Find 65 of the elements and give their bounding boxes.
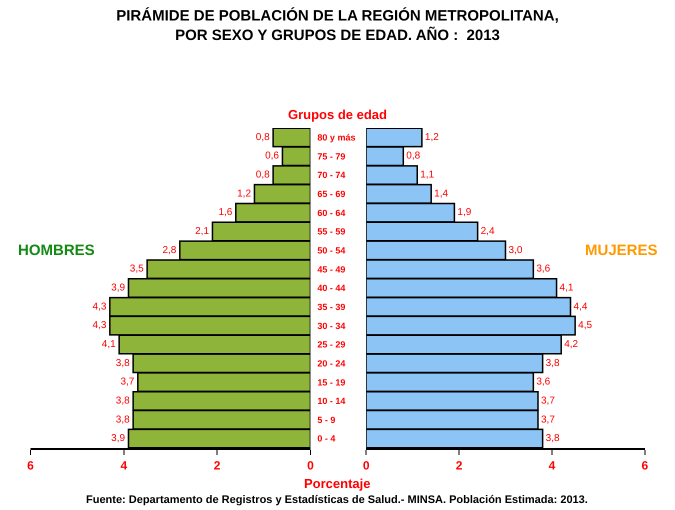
x-tick-label: 2 bbox=[214, 458, 221, 472]
data-label: 4,2 bbox=[564, 338, 579, 350]
data-label: 1,6 bbox=[218, 207, 233, 218]
data-label: 1,2 bbox=[424, 132, 440, 143]
data-label: 3,8 bbox=[546, 433, 560, 444]
y-tick-label: 45 - 49 bbox=[317, 264, 346, 274]
x-tick-label: 2 bbox=[456, 458, 463, 472]
data-label: 1,2 bbox=[237, 188, 252, 200]
y-tick-label: 35 - 39 bbox=[317, 302, 346, 312]
data-label: 3,9 bbox=[111, 282, 126, 294]
data-label: 3,0 bbox=[508, 244, 523, 256]
data-label: 2,8 bbox=[162, 244, 177, 256]
data-label: 4,3 bbox=[92, 320, 107, 332]
y-tick-label: 25 - 29 bbox=[317, 340, 346, 350]
data-label: 2,1 bbox=[195, 226, 210, 238]
y-tick-label: 10 - 14 bbox=[317, 396, 346, 406]
y-tick-label: 15 - 19 bbox=[317, 377, 346, 388]
y-tick-label: 40 - 44 bbox=[317, 283, 346, 294]
y-tick-label: 30 - 34 bbox=[317, 320, 346, 331]
y-tick-label: 5 - 9 bbox=[317, 414, 336, 425]
data-label: 3,5 bbox=[130, 264, 144, 275]
x-tick-label: 0 bbox=[307, 458, 314, 472]
x-tick-label: 0 bbox=[362, 458, 370, 472]
data-label: 0,8 bbox=[406, 150, 421, 162]
data-label: 2,4 bbox=[480, 226, 495, 238]
data-label: 1,9 bbox=[457, 207, 472, 218]
y-tick-label: 70 - 74 bbox=[317, 170, 346, 180]
source-note: Fuente: Departamento de Registros y Estadísticas de Salud.- MINSA. Población Estimada: 2013. bbox=[86, 494, 588, 506]
y-axis-title: Grupos de edad bbox=[288, 107, 388, 122]
data-label: 3,7 bbox=[540, 414, 556, 426]
data-label: 3,6 bbox=[536, 376, 551, 388]
data-label: 0,8 bbox=[256, 132, 270, 143]
y-tick-label: 55 - 59 bbox=[317, 226, 346, 237]
y-tick-label: 60 - 64 bbox=[317, 208, 346, 218]
text: MUJERES bbox=[585, 242, 658, 259]
data-label: 3,8 bbox=[116, 395, 130, 406]
data-label: 4,4 bbox=[574, 301, 588, 312]
data-label: 3,8 bbox=[116, 414, 130, 426]
data-label: 1,1 bbox=[420, 170, 435, 181]
data-label: 4,3 bbox=[92, 301, 107, 312]
chart-title: PIRÁMIDE DE POBLACIÓN DE LA REGIÓN METROPOLITANA, POR SEXO Y GRUPOS DE EDAD. AÑO : 2013 bbox=[116, 6, 559, 44]
x-tick-label: 4 bbox=[548, 458, 556, 472]
data-label: 4,5 bbox=[578, 320, 592, 332]
x-tick-label: 6 bbox=[27, 458, 34, 472]
y-tick-label: 80 y más bbox=[317, 132, 356, 143]
data-label: 3,8 bbox=[546, 358, 560, 369]
x-tick-label: 4 bbox=[120, 458, 128, 472]
y-tick-label: 20 - 24 bbox=[317, 358, 346, 368]
data-label: 3,9 bbox=[111, 433, 126, 444]
data-label: 3,6 bbox=[536, 264, 551, 275]
data-label: 3,8 bbox=[116, 358, 130, 369]
data-label: 4,1 bbox=[102, 338, 116, 350]
data-label: 3,7 bbox=[120, 376, 135, 388]
text: HOMBRES bbox=[18, 242, 95, 259]
data-label: 4,1 bbox=[560, 282, 574, 294]
y-tick-label: 65 - 69 bbox=[317, 189, 346, 200]
x-tick-label: 6 bbox=[641, 458, 648, 472]
y-tick-label: 0 - 4 bbox=[317, 434, 336, 444]
data-label: 0,8 bbox=[256, 170, 270, 181]
data-label: 3,7 bbox=[540, 395, 556, 406]
data-label: 1,4 bbox=[434, 188, 449, 200]
y-tick-label: 75 - 79 bbox=[317, 151, 346, 162]
x-axis-title: Porcentaje bbox=[304, 476, 370, 491]
y-tick-label: 50 - 54 bbox=[317, 246, 346, 256]
data-label: 0,6 bbox=[265, 150, 280, 162]
